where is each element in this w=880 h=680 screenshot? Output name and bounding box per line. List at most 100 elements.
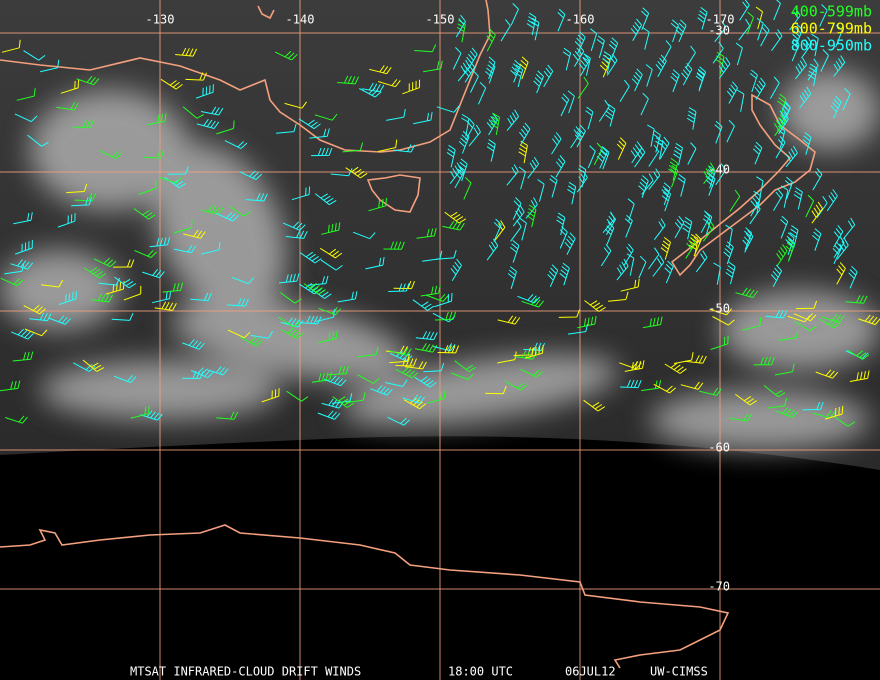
- wind-barb: [619, 361, 642, 370]
- wind-barb: [395, 358, 417, 367]
- wind-barb: [760, 23, 770, 47]
- wind-barb: [332, 393, 353, 404]
- wind-barb: [794, 321, 817, 332]
- wind-barb: [661, 40, 672, 63]
- wind-barb: [426, 390, 446, 404]
- wind-barb: [684, 355, 707, 364]
- wind-barb: [795, 300, 818, 310]
- wind-barb: [362, 82, 385, 93]
- wind-barb: [605, 103, 616, 127]
- wind-barb: [73, 362, 96, 372]
- wind-barb: [134, 249, 157, 258]
- wind-barb: [280, 327, 304, 339]
- wind-barb: [518, 140, 528, 164]
- wind-barb: [655, 137, 664, 160]
- wind-barb: [307, 275, 329, 286]
- wind-barb: [39, 59, 60, 73]
- wind-barb: [659, 136, 670, 160]
- wind-barb: [773, 0, 781, 21]
- wind-barb: [555, 155, 566, 178]
- wind-barb: [670, 164, 679, 188]
- wind-barb: [641, 173, 654, 195]
- wind-barb: [543, 64, 554, 87]
- wind-barb: [564, 232, 576, 255]
- wind-barb: [303, 282, 326, 295]
- wind-barb: [426, 293, 449, 302]
- wind-barb: [685, 236, 696, 259]
- wind-barb: [299, 251, 322, 264]
- wind-barb: [275, 50, 298, 61]
- wind-barb: [699, 387, 722, 396]
- wind-barb: [526, 12, 537, 36]
- wind-barb: [630, 141, 643, 164]
- wind-barb: [729, 189, 741, 212]
- wind-barb: [562, 47, 572, 71]
- longitude-label: -170: [706, 13, 735, 27]
- wind-barb: [57, 213, 76, 228]
- wind-barb: [280, 292, 302, 304]
- wind-barb: [278, 316, 301, 328]
- wind-barb: [749, 69, 758, 93]
- wind-barb: [778, 329, 799, 341]
- wind-barb: [414, 44, 437, 53]
- wind-barb: [816, 196, 828, 218]
- wind-barb: [836, 238, 849, 260]
- wind-barb: [493, 218, 502, 242]
- wind-barb: [466, 47, 478, 70]
- wind-barb: [634, 145, 646, 168]
- wind-barb: [318, 330, 338, 344]
- wind-barb: [519, 217, 527, 241]
- wind-barb: [648, 247, 660, 270]
- wind-barb: [723, 241, 734, 265]
- wind-barb: [261, 388, 280, 403]
- latitude-label: -40: [708, 163, 730, 177]
- wind-barb: [231, 276, 255, 285]
- wind-barb: [608, 291, 629, 302]
- wind-barb: [682, 216, 693, 240]
- wind-barb: [713, 262, 721, 285]
- wind-barb: [780, 215, 789, 239]
- wind-barb: [718, 57, 731, 79]
- longitude-label: -140: [286, 13, 315, 27]
- wind-barb: [756, 17, 764, 41]
- wind-barb: [714, 20, 727, 43]
- wind-barb: [685, 45, 696, 69]
- wind-barb: [833, 225, 844, 248]
- wind-barb: [149, 236, 171, 248]
- wind-barb: [714, 120, 723, 144]
- wind-barb: [638, 255, 647, 279]
- wind-barb: [337, 75, 360, 85]
- wind-barb: [309, 128, 330, 139]
- wind-barb: [510, 240, 520, 263]
- wind-barb: [140, 410, 163, 421]
- wind-barb: [620, 278, 640, 292]
- wind-barb: [677, 174, 686, 197]
- wind-barb: [387, 416, 410, 426]
- wind-barb: [526, 204, 537, 228]
- wind-barb: [200, 204, 224, 215]
- wind-barb: [818, 318, 841, 329]
- wind-barb: [320, 259, 343, 271]
- wind-barb: [437, 345, 460, 354]
- wind-barb: [590, 28, 598, 51]
- wind-barb: [488, 56, 496, 80]
- wind-barb: [413, 112, 433, 125]
- footer-text: 18:00 UTC: [448, 665, 513, 679]
- wind-barb: [742, 230, 754, 253]
- wind-barb: [735, 42, 743, 66]
- wind-barb: [738, 18, 751, 41]
- wind-barb: [510, 3, 519, 26]
- wind-barb: [420, 285, 441, 297]
- wind-barb: [402, 394, 425, 404]
- wind-barb: [697, 7, 708, 30]
- wind-barb: [423, 362, 445, 373]
- legend-entry: 800-950mb: [791, 37, 872, 55]
- wind-barb: [463, 177, 472, 200]
- wind-barb: [774, 363, 795, 376]
- wind-barb: [414, 376, 437, 388]
- wind-barb: [670, 19, 679, 43]
- wind-barb: [709, 308, 733, 316]
- wind-barb: [506, 109, 520, 131]
- wind-barb: [763, 385, 786, 398]
- wind-barb: [519, 56, 529, 80]
